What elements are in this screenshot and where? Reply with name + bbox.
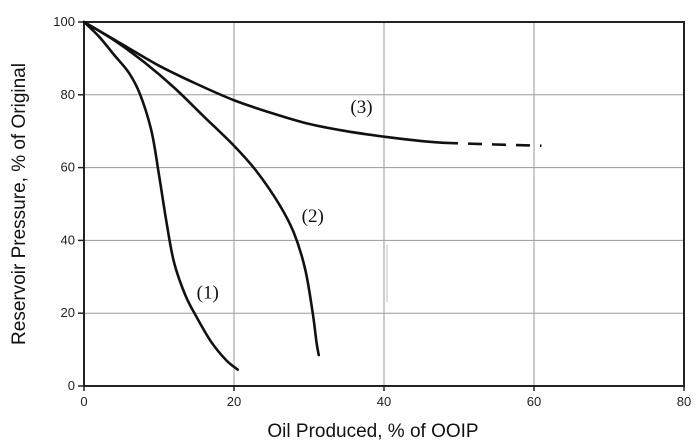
curve-labels: (1) (2) (3) (197, 97, 373, 304)
y-tick-label: 20 (61, 305, 75, 320)
curve-label-1: (1) (197, 283, 219, 304)
y-tick-label: 60 (61, 160, 75, 175)
curve-1 (82, 20, 240, 371)
curve-3 (82, 20, 446, 145)
tick-labels: 0 20 40 60 80 0 20 40 60 80 100 (53, 14, 691, 409)
y-axis-title: Reservoir Pressure, % of Original (9, 63, 30, 345)
x-tick-label: 20 (227, 394, 241, 409)
curve-label-2: (2) (302, 206, 324, 227)
x-axis-title: Oil Produced, % of OOIP (267, 421, 478, 442)
x-tick-label: 0 (80, 394, 87, 409)
grid (78, 21, 685, 391)
plot-frame (83, 21, 685, 387)
y-tick-label: 100 (53, 14, 75, 29)
x-tick-label: 80 (677, 394, 691, 409)
x-tick-label: 60 (527, 394, 541, 409)
y-tick-label: 0 (68, 378, 75, 393)
y-tick-label: 80 (61, 87, 75, 102)
y-tick-label: 40 (61, 232, 75, 247)
curve-3-extrapolation (443, 141, 542, 148)
curve-2 (82, 20, 321, 357)
curve-label-3: (3) (350, 97, 372, 118)
x-tick-label: 40 (377, 394, 391, 409)
curves (82, 20, 542, 371)
